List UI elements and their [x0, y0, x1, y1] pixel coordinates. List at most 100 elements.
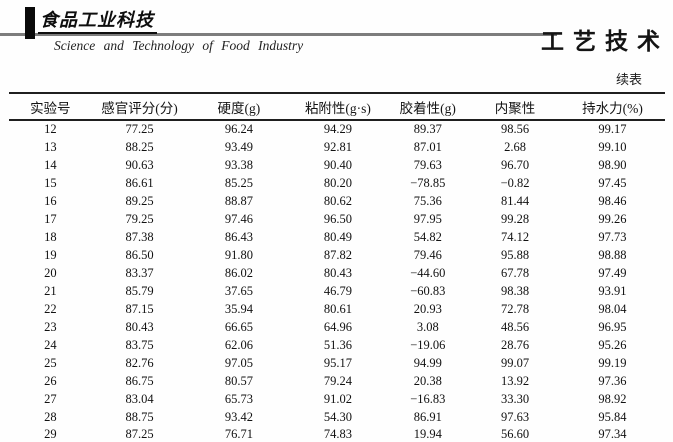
experiment-number-cell: 12 [44, 122, 57, 136]
table-header-row: 实验号 感官评分(分) 硬度(g) 粘附性(g·s) 胶着性(g) 内聚性 持水力(%) [9, 93, 665, 121]
table-cell: 3.08 [416, 319, 439, 334]
table-row: 14 90.63 93.38 90.40 79.63 96.70 98.90 [9, 156, 665, 174]
table-row: 29 87.25 76.71 74.83 19.94 56.60 97.34 [9, 426, 665, 442]
table-cell: 33.30 [500, 391, 530, 406]
table-cell: 35.94 [224, 301, 253, 316]
table-cell: −60.83 [410, 283, 446, 298]
table-cell: 92.81 [323, 139, 352, 154]
table-cell: 46.79 [323, 283, 352, 298]
table-cell: 83.75 [125, 337, 154, 352]
table-cell: 90.63 [125, 157, 154, 172]
journal-logo-chinese: 食品工业科技 [38, 9, 157, 34]
table-header: 实验号 感官评分(分) 硬度(g) 粘附性(g·s) 胶着性(g) 内聚性 持水力(%) [9, 93, 665, 121]
table-cell: 99.19 [598, 355, 627, 370]
experiment-number-cell: 16 [44, 193, 57, 208]
table-cell: 81.44 [500, 193, 530, 208]
column-header: 胶着性(g) [385, 93, 471, 121]
table-row: 27 83.04 65.73 91.02 −16.83 33.30 98.92 [9, 390, 665, 408]
experiment-number-cell: 23 [44, 319, 57, 334]
table-cell: 99.26 [598, 211, 627, 226]
table-cell: 82.76 [125, 355, 154, 370]
table-cell: 86.02 [224, 265, 253, 280]
journal-name-english: Science and Technology of Food Industry [54, 38, 304, 53]
section-title: 工艺技术 [541, 29, 669, 54]
table-cell: 95.26 [598, 337, 627, 352]
table-row: 23 80.43 66.65 64.96 3.08 48.56 96.95 [9, 318, 665, 336]
table-row: 25 82.76 97.05 95.17 94.99 99.07 99.19 [9, 354, 665, 372]
table-cell: 74.83 [323, 427, 352, 441]
table-cell: 98.88 [598, 247, 627, 262]
table-cell: 79.25 [125, 211, 154, 226]
table-cell: 93.38 [224, 157, 253, 172]
experiment-number-cell: 26 [44, 373, 57, 388]
table-body: 12 77.25 96.24 94.29 89.37 98.56 99.17 13 88.25 9… [9, 120, 665, 442]
table-cell: 54.82 [413, 229, 442, 244]
table-cell: 93.49 [224, 139, 253, 154]
column-header: 粘附性(g·s) [290, 93, 386, 121]
table-cell: 76.71 [224, 427, 253, 441]
table-cell: 86.91 [413, 409, 442, 424]
experiment-number-cell: 24 [44, 337, 57, 352]
table-row: 24 83.75 62.06 51.36 −19.06 28.76 95.26 [9, 336, 665, 354]
table-cell: 98.92 [598, 391, 627, 406]
table-cell: 87.25 [125, 427, 154, 441]
experiment-number-cell: 29 [44, 427, 57, 441]
table-cell: 91.02 [323, 391, 352, 406]
column-header: 持水力(%) [559, 93, 665, 121]
table-cell: 97.34 [598, 427, 627, 441]
table-cell: 97.36 [598, 373, 627, 388]
table-cell: 86.61 [125, 175, 154, 190]
table-cell: 97.05 [224, 355, 253, 370]
experiment-number-cell: 18 [44, 229, 57, 244]
table-cell: 97.46 [224, 211, 253, 226]
table-cell: 97.49 [598, 265, 627, 280]
table-row: 21 85.79 37.65 46.79 −60.83 98.38 93.91 [9, 282, 665, 300]
table-cell: 83.04 [125, 391, 154, 406]
table-cell: 90.40 [323, 157, 352, 172]
table-cell: 98.56 [500, 122, 530, 136]
table-cell: 28.76 [500, 337, 530, 352]
table-cell: 74.12 [500, 229, 530, 244]
table-cell: 98.46 [598, 193, 627, 208]
table-cell: 97.45 [598, 175, 627, 190]
table-cell: 2.68 [504, 139, 526, 154]
table-cell: 99.17 [598, 122, 627, 136]
table-cell: 93.42 [224, 409, 253, 424]
logo-black-bar [25, 7, 35, 39]
table-cell: 80.62 [323, 193, 352, 208]
table-cell: 86.75 [125, 373, 154, 388]
table-cell: 62.06 [224, 337, 253, 352]
table-cell: 89.37 [413, 122, 442, 136]
table-cell: 80.57 [224, 373, 253, 388]
table-cell: 85.25 [224, 175, 253, 190]
table-cell: 95.84 [598, 409, 627, 424]
table-cell: 88.75 [125, 409, 154, 424]
table-cell: 67.78 [500, 265, 530, 280]
table-cell: 79.63 [413, 157, 442, 172]
experiment-number-cell: 27 [44, 391, 57, 406]
table-cell: 96.50 [323, 211, 352, 226]
table-row: 22 87.15 35.94 80.61 20.93 72.78 98.04 [9, 300, 665, 318]
table-cell: 51.36 [323, 337, 352, 352]
table-cell: −44.60 [410, 265, 446, 280]
table-cell: −0.82 [500, 175, 530, 190]
table-cell: 77.25 [125, 122, 154, 136]
table-cell: 95.88 [500, 247, 530, 262]
table-cell: 98.04 [598, 301, 627, 316]
table-cell: 89.25 [125, 193, 154, 208]
results-table: 实验号 感官评分(分) 硬度(g) 粘附性(g·s) 胶着性(g) 内聚性 持水力(%) 1… [9, 92, 665, 442]
table-cell: 54.30 [323, 409, 352, 424]
table-cell: 80.43 [323, 265, 352, 280]
table-row: 18 87.38 86.43 80.49 54.82 74.12 97.73 [9, 228, 665, 246]
table-row: 19 86.50 91.80 87.82 79.46 95.88 98.88 [9, 246, 665, 264]
table-cell: 65.73 [224, 391, 253, 406]
table-cell: 97.95 [413, 211, 442, 226]
table-cell: 95.17 [323, 355, 352, 370]
table-cell: 86.43 [224, 229, 253, 244]
column-header: 内聚性 [470, 93, 560, 121]
table-cell: 20.93 [413, 301, 442, 316]
table-cell: 80.49 [323, 229, 352, 244]
table-cell: −16.83 [410, 391, 446, 406]
table-cell: −19.06 [410, 337, 446, 352]
